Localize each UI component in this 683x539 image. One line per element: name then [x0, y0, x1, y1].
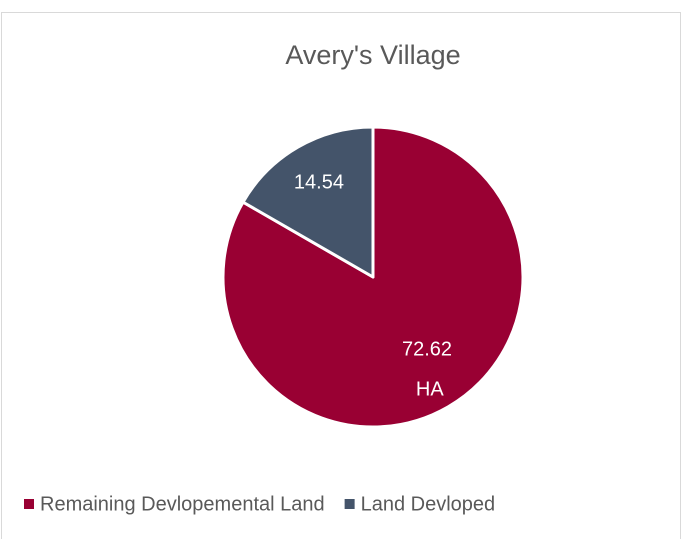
- data-label: 72.62 HA: [402, 339, 452, 401]
- legend-marker: [24, 499, 34, 509]
- legend-label: Land Devloped: [361, 493, 496, 515]
- legend-marker: [344, 499, 355, 509]
- legend-label: Remaining Devlopemental Land: [40, 493, 325, 515]
- pie-slice: [241, 125, 375, 279]
- chart-title: Avery's Village: [285, 40, 460, 70]
- data-label: 14.54: [294, 172, 344, 194]
